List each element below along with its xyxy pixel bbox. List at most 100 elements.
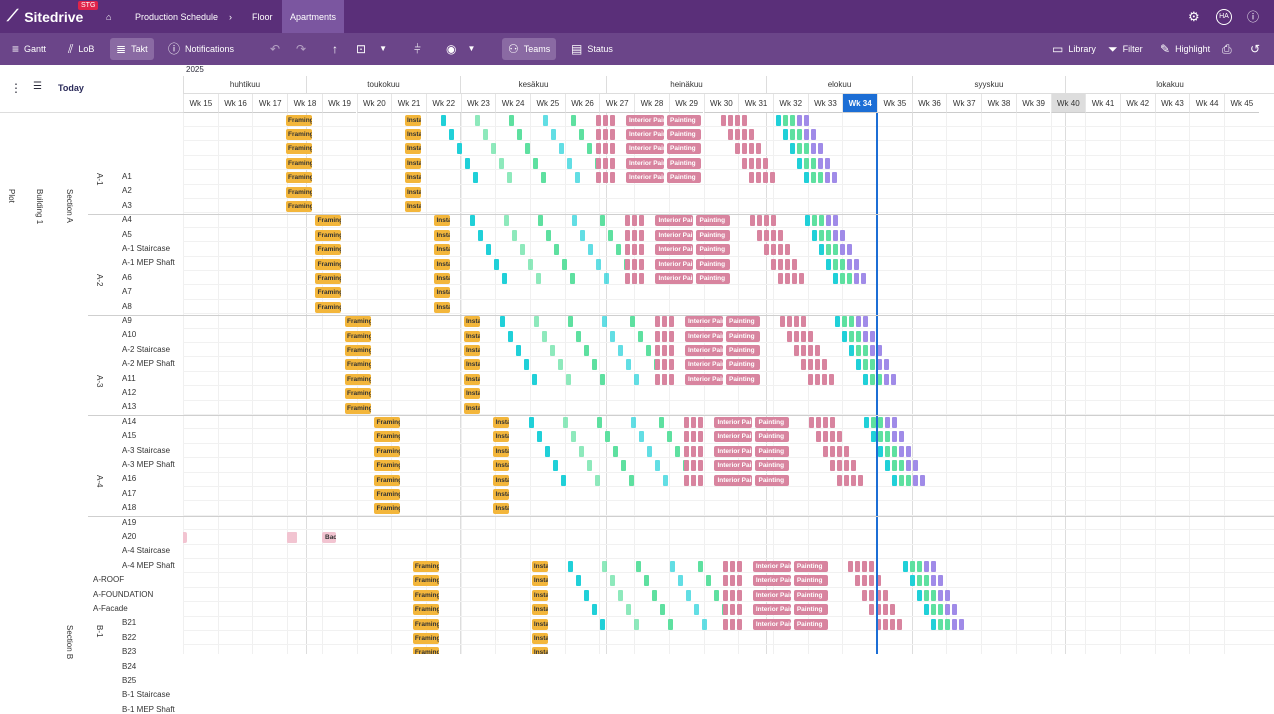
crew-block[interactable] <box>916 589 922 601</box>
crew-block[interactable] <box>807 359 813 371</box>
painting-task[interactable]: Painting <box>667 114 701 126</box>
painting-task[interactable]: Painting <box>696 244 731 256</box>
crew-block[interactable] <box>654 344 660 356</box>
install-task[interactable]: Install <box>405 143 421 155</box>
crew-block[interactable] <box>764 215 770 227</box>
crew-block[interactable] <box>855 330 861 342</box>
row-label[interactable]: A17 <box>122 488 137 498</box>
crew-block[interactable] <box>830 416 836 428</box>
crew-block[interactable] <box>668 316 674 328</box>
crew-block[interactable] <box>473 172 478 184</box>
week-header[interactable]: Wk 15 <box>183 94 218 113</box>
week-header[interactable]: Wk 38 <box>981 94 1016 113</box>
row-label[interactable]: A13 <box>122 402 137 412</box>
crew-block[interactable] <box>668 344 674 356</box>
crew-block[interactable] <box>729 575 735 587</box>
week-header[interactable]: Wk 42 <box>1119 94 1155 113</box>
framing-task[interactable]: Framing <box>315 272 342 284</box>
crew-block[interactable] <box>588 244 594 256</box>
crew-block[interactable] <box>837 445 843 457</box>
framing-task[interactable]: Framing <box>286 186 312 198</box>
crew-block[interactable] <box>605 431 611 443</box>
painting-task[interactable]: Painting <box>793 560 828 572</box>
crew-block[interactable] <box>807 344 813 356</box>
crew-block[interactable] <box>757 229 763 241</box>
painting-task[interactable]: Painting <box>696 258 731 270</box>
crew-block[interactable] <box>541 330 547 342</box>
crew-block[interactable] <box>632 229 638 241</box>
crew-block[interactable] <box>797 114 802 126</box>
interior-painting-task[interactable]: Interior Painting <box>655 215 694 227</box>
crew-block[interactable] <box>832 172 837 184</box>
crew-block[interactable] <box>805 215 811 227</box>
breadcrumb-production-schedule[interactable]: Production Schedule <box>135 11 219 22</box>
crew-block[interactable] <box>668 373 674 385</box>
interior-painting-task[interactable]: Interior Painting <box>684 330 723 342</box>
week-header[interactable]: Wk 44 <box>1189 94 1224 113</box>
crew-block[interactable] <box>693 604 699 616</box>
row-label[interactable]: A7 <box>122 287 132 297</box>
crew-block[interactable] <box>804 157 809 169</box>
crew-block[interactable] <box>549 344 555 356</box>
crew-block[interactable] <box>763 157 768 169</box>
interior-painting-task[interactable]: Interior Painting <box>626 114 664 126</box>
crew-block[interactable] <box>923 589 929 601</box>
framing-task[interactable]: Framing <box>374 445 401 457</box>
framing-task[interactable]: Framing <box>344 316 371 328</box>
crew-block[interactable] <box>937 575 943 587</box>
crew-block[interactable] <box>625 604 631 616</box>
crew-block[interactable] <box>930 604 936 616</box>
crew-block[interactable] <box>883 359 889 371</box>
crew-block[interactable] <box>587 143 592 155</box>
crew-block[interactable] <box>818 157 823 169</box>
crew-block[interactable] <box>742 143 747 155</box>
crew-block[interactable] <box>841 316 847 328</box>
painting-task[interactable]: Painting <box>793 575 828 587</box>
framing-task[interactable]: Framing <box>344 344 371 356</box>
crew-block[interactable] <box>816 431 822 443</box>
crew-block[interactable] <box>659 416 665 428</box>
crew-block[interactable] <box>807 373 813 385</box>
crew-block[interactable] <box>639 244 645 256</box>
week-header[interactable]: Wk 35 <box>877 94 912 113</box>
crew-block[interactable] <box>554 244 560 256</box>
install-task[interactable]: Install <box>493 460 510 472</box>
crew-block[interactable] <box>736 604 742 616</box>
crew-block[interactable] <box>616 244 622 256</box>
crew-block[interactable] <box>559 143 564 155</box>
crew-block[interactable] <box>864 416 870 428</box>
row-label[interactable]: B21 <box>122 618 137 628</box>
crew-block[interactable] <box>757 215 763 227</box>
crew-block[interactable] <box>742 114 747 126</box>
crew-block[interactable] <box>892 445 898 457</box>
crew-block[interactable] <box>892 474 898 486</box>
week-header[interactable]: Wk 24 <box>495 94 530 113</box>
crew-block[interactable] <box>579 128 584 140</box>
crew-block[interactable] <box>882 604 888 616</box>
crew-block[interactable] <box>625 215 631 227</box>
crew-block[interactable] <box>854 258 860 270</box>
crew-block[interactable] <box>617 589 623 601</box>
painting-task[interactable]: Painting <box>696 215 731 227</box>
install-task[interactable]: Install <box>463 388 480 400</box>
crew-block[interactable] <box>654 373 660 385</box>
crew-block[interactable] <box>632 272 638 284</box>
crew-block[interactable] <box>685 589 691 601</box>
crew-block[interactable] <box>786 330 792 342</box>
crew-block[interactable] <box>771 215 777 227</box>
crew-block[interactable] <box>698 431 704 443</box>
crew-block[interactable] <box>625 258 631 270</box>
crew-block[interactable] <box>610 143 615 155</box>
crew-block[interactable] <box>625 229 631 241</box>
crew-block[interactable] <box>821 373 827 385</box>
crew-block[interactable] <box>862 344 868 356</box>
crew-block[interactable] <box>913 474 919 486</box>
crew-block[interactable] <box>783 114 788 126</box>
crew-block[interactable] <box>553 460 559 472</box>
crew-block[interactable] <box>876 359 882 371</box>
install-task[interactable]: Install <box>434 215 451 227</box>
crew-block[interactable] <box>819 229 825 241</box>
install-task[interactable]: Install <box>463 316 480 328</box>
crew-block[interactable] <box>756 143 761 155</box>
group-label[interactable]: A-1 <box>95 173 104 186</box>
